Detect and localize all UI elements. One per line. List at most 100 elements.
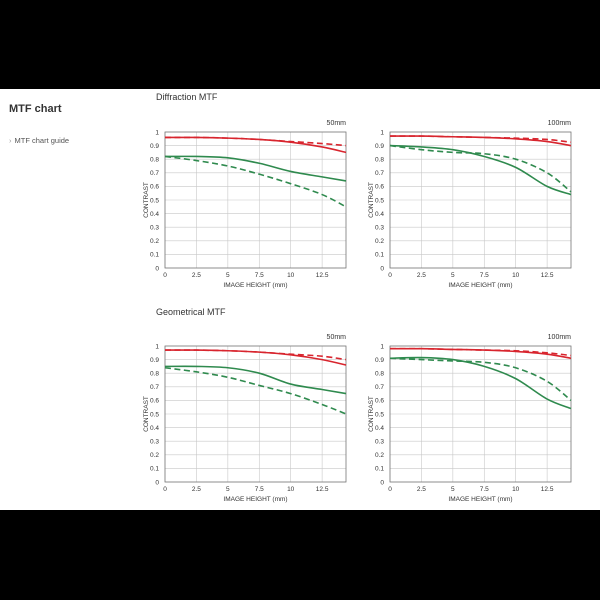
x-tick-label: 5 xyxy=(451,272,455,279)
y-tick-label: 0.4 xyxy=(150,211,159,218)
x-tick-label: 5 xyxy=(451,486,455,493)
plot-frame xyxy=(164,131,347,269)
chart-svg: 00.10.20.30.40.50.60.70.80.910 2.5 5 7.5 10 1… xyxy=(368,120,572,289)
y-tick-label: 0.1 xyxy=(375,466,384,473)
mtf-chart-guide-link[interactable]: › MTF chart guide xyxy=(9,136,69,145)
red-dashed-mtf-line xyxy=(389,135,572,143)
y-axis-label: CONTRAST xyxy=(143,182,150,218)
y-tick-label: 0 xyxy=(380,265,384,272)
x-tick-label: 10 xyxy=(512,486,520,493)
y-tick-label: 0.8 xyxy=(150,371,159,378)
x-tick-label: 12.5 xyxy=(316,272,329,279)
x-tick-label: 0 xyxy=(163,272,167,279)
x-tick-label: 7.5 xyxy=(255,486,264,493)
y-tick-label: 0.5 xyxy=(150,197,159,204)
y-tick-label: 0.6 xyxy=(375,184,384,191)
y-axis-label: CONTRAST xyxy=(368,182,375,218)
green-solid-mtf-line xyxy=(164,155,347,182)
y-tick-label: 0 xyxy=(380,479,384,486)
x-tick-label: 2.5 xyxy=(417,272,426,279)
mtf-chart-diffraction-100mm: 0 0.1 0.2 0.3 0.4 0.5 0.6 0.7 0.8 0.9 1 0 2.5 5 7.5 10 1… xyxy=(365,107,590,297)
x-tick-label: 7.5 xyxy=(480,486,489,493)
y-tick-label: 0.1 xyxy=(150,466,159,473)
y-tick-label: 0.7 xyxy=(150,384,159,391)
page-title: MTF chart xyxy=(9,103,62,115)
y-tick-label: 0.2 xyxy=(375,452,384,459)
y-tick-label: 0.8 xyxy=(375,371,384,378)
green-dashed-mtf-line xyxy=(389,144,572,193)
y-tick-label: 0.2 xyxy=(150,452,159,459)
x-axis-label: IMAGE HEIGHT (mm) xyxy=(448,496,512,503)
green-solid-mtf-line xyxy=(164,365,347,395)
y-tick-label: 0.4 xyxy=(375,425,384,432)
x-tick-label: 2.5 xyxy=(192,272,201,279)
red-dashed-mtf-line xyxy=(389,347,572,357)
y-tick-label: 1 xyxy=(380,129,384,136)
x-tick-label: 2.5 xyxy=(417,486,426,493)
page-content: MTF chart › MTF chart guide Diffraction M… xyxy=(0,89,600,510)
chart-grid xyxy=(389,131,571,269)
y-tick-label: 1 xyxy=(155,129,159,136)
red-dashed-mtf-line xyxy=(164,136,347,147)
x-tick-label: 10 xyxy=(512,272,520,279)
y-tick-label: 0.5 xyxy=(375,411,384,418)
x-tick-label: 10 xyxy=(287,486,295,493)
red-dashed-mtf-line xyxy=(164,349,347,361)
y-tick-label: 0.1 xyxy=(150,252,159,259)
y-tick-label: 0.7 xyxy=(375,384,384,391)
y-tick-label: 0.1 xyxy=(375,252,384,259)
chart-grid xyxy=(164,131,346,269)
y-tick-label: 0.7 xyxy=(375,170,384,177)
y-tick-label: 0.5 xyxy=(375,197,384,204)
y-tick-label: 0.7 xyxy=(150,170,159,177)
y-tick-label: 0.9 xyxy=(375,357,384,364)
y-tick-label: 0.2 xyxy=(375,238,384,245)
x-tick-label: 0 xyxy=(388,272,392,279)
y-tick-label: 0 xyxy=(155,265,159,272)
y-tick-label: 0.3 xyxy=(150,225,159,232)
y-tick-label: 0.9 xyxy=(375,143,384,150)
y-tick-label: 1 xyxy=(155,343,159,350)
y-tick-label: 1 xyxy=(380,343,384,350)
y-tick-label: 0.6 xyxy=(150,184,159,191)
chevron-right-icon: › xyxy=(9,136,12,145)
y-tick-label: 0.3 xyxy=(150,439,159,446)
section-title-diffraction: Diffraction MTF xyxy=(156,92,218,102)
x-tick-label: 2.5 xyxy=(192,486,201,493)
mtf-chart-diffraction-50mm: 0 0.1 0.2 0.3 0.4 0.5 0.6 0.7 0.8 0.9 1 0 2.5 5 7.5 10 1… xyxy=(140,107,365,297)
x-tick-label: 5 xyxy=(226,272,230,279)
y-tick-label: 0 xyxy=(155,479,159,486)
x-tick-label: 5 xyxy=(226,486,230,493)
green-solid-mtf-line xyxy=(389,356,572,410)
section-title-geometrical: Geometrical MTF xyxy=(156,307,226,317)
x-axis-label: IMAGE HEIGHT (mm) xyxy=(223,496,287,503)
y-tick-label: 0.4 xyxy=(150,425,159,432)
focal-length-label: 50mm xyxy=(327,334,347,341)
y-axis-label: CONTRAST xyxy=(368,396,375,432)
y-tick-label: 0.9 xyxy=(150,357,159,364)
x-tick-label: 7.5 xyxy=(255,272,264,279)
mtf-chart-guide-label: MTF chart guide xyxy=(14,136,70,145)
focal-length-label: 100mm xyxy=(548,120,572,127)
x-tick-label: 0 xyxy=(388,486,392,493)
x-tick-label: 10 xyxy=(287,272,295,279)
x-axis-label: IMAGE HEIGHT (mm) xyxy=(223,282,287,289)
mtf-chart-geometrical-100mm: 0 0.1 0.2 0.3 0.4 0.5 0.6 0.7 0.8 0.9 1 0 2.5 5 7.5 10 1… xyxy=(365,321,590,511)
x-tick-label: 0 xyxy=(163,486,167,493)
plot-frame xyxy=(389,131,572,269)
green-solid-mtf-line xyxy=(389,144,572,196)
y-tick-label: 0.2 xyxy=(150,238,159,245)
x-tick-label: 7.5 xyxy=(480,272,489,279)
x-tick-label: 12.5 xyxy=(316,486,329,493)
plot-frame xyxy=(389,345,572,483)
chart-svg: 00.10.20.30.40.50.60.70.80.910 2.5 5 7.5 10 1… xyxy=(143,120,347,289)
chart-svg: 00.10.20.30.40.50.60.70.80.910 2.5 5 7.5 10 1… xyxy=(143,334,347,503)
x-tick-label: 12.5 xyxy=(541,272,554,279)
chart-svg: 00.10.20.30.40.50.60.70.80.910 2.5 5 7.5 10 1… xyxy=(368,334,572,503)
y-tick-label: 0.8 xyxy=(375,157,384,164)
green-dashed-mtf-line xyxy=(389,357,572,402)
green-dashed-mtf-line xyxy=(164,155,347,208)
y-axis-label: CONTRAST xyxy=(143,396,150,432)
y-tick-label: 0.3 xyxy=(375,439,384,446)
y-tick-label: 0.8 xyxy=(150,157,159,164)
